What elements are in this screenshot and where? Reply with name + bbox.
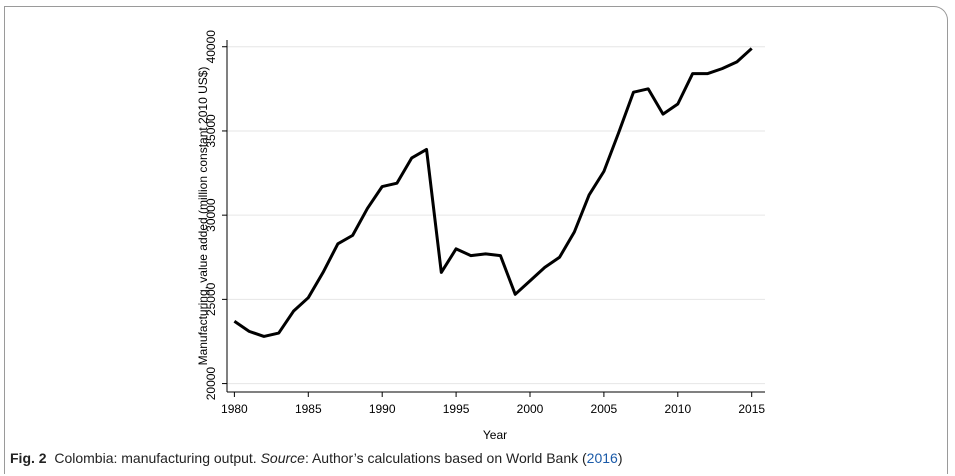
x-tick-label: 1990: [369, 402, 396, 416]
figure-frame: [4, 6, 948, 474]
y-tick-label: 25000: [204, 282, 218, 316]
x-axis-label: Year: [483, 428, 507, 442]
x-tick-label: 1995: [443, 402, 470, 416]
x-tick-label: 2000: [517, 402, 544, 416]
caption-text: Colombia: manufacturing output.: [46, 450, 261, 466]
x-tick-label: 1980: [221, 402, 248, 416]
caption: Fig. 2 Colombia: manufacturing output. S…: [10, 450, 622, 466]
y-tick-label: 35000: [204, 114, 218, 148]
x-tick-label: 2015: [738, 402, 765, 416]
y-tick-label: 30000: [204, 198, 218, 232]
caption-close: ): [617, 450, 623, 466]
y-axis-label: Manufacturing, value added (million cons…: [196, 67, 210, 366]
y-tick-label: 40000: [204, 30, 218, 64]
x-tick-label: 1985: [295, 402, 322, 416]
line: [233, 47, 753, 338]
caption-source: : Author’s calculations based on World B…: [304, 450, 587, 466]
caption-year-link[interactable]: 2016: [586, 450, 618, 466]
caption-source-label: Source: [260, 450, 305, 466]
y-tick-label: 20000: [204, 367, 218, 401]
x-tick-label: 2010: [664, 402, 691, 416]
caption-label: Fig. 2: [10, 450, 47, 466]
x-tick-label: 2005: [591, 402, 618, 416]
